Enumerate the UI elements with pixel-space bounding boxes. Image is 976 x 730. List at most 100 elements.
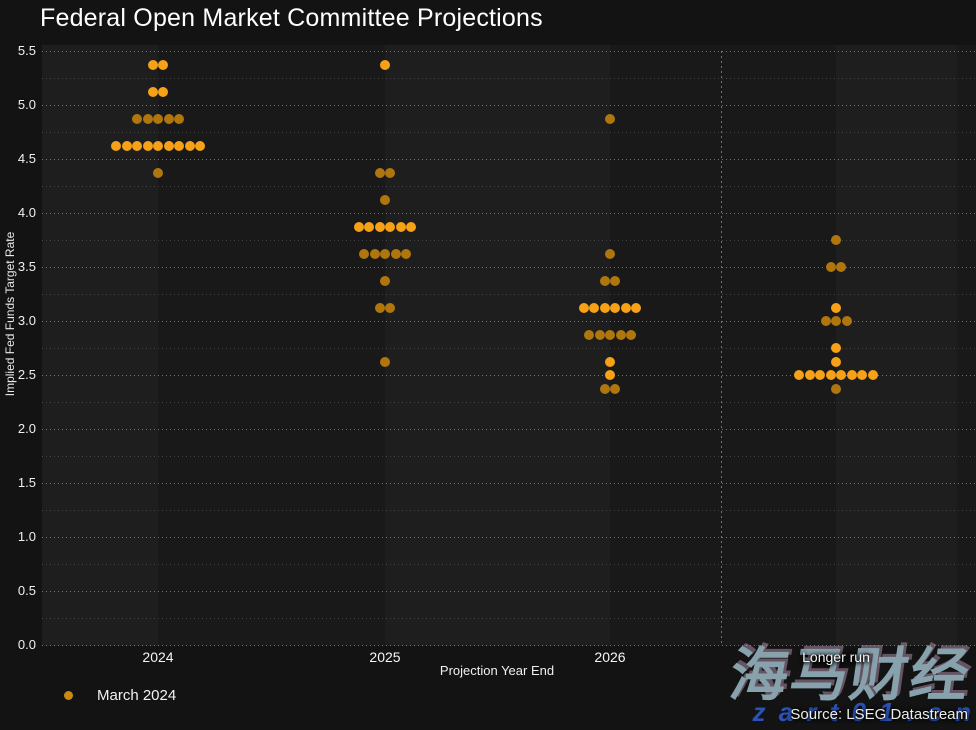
projection-dot <box>820 316 831 326</box>
projection-dot <box>132 140 142 151</box>
projection-dot <box>158 86 169 97</box>
gridline <box>42 321 976 322</box>
projection-dot <box>836 370 847 380</box>
projection-dot <box>385 167 396 178</box>
projection-dot <box>594 329 605 340</box>
projection-dot <box>132 113 142 124</box>
projection-dot <box>195 140 205 151</box>
projection-dot <box>385 302 396 313</box>
projection-dot <box>825 370 836 380</box>
gridline <box>42 294 976 295</box>
projection-dot <box>804 370 815 380</box>
projection-dot <box>390 248 401 259</box>
projection-dot <box>374 167 385 178</box>
projection-dot <box>599 383 610 394</box>
gridline <box>42 159 976 160</box>
projection-dot <box>380 275 390 286</box>
projection-dot <box>584 329 594 340</box>
y-tick-label: 2.5 <box>17 367 36 382</box>
projection-dot <box>163 140 174 151</box>
background-band <box>42 45 158 646</box>
gridline <box>42 375 976 376</box>
chart-title: Federal Open Market Committee Projection… <box>40 4 543 32</box>
projection-dot <box>153 167 163 178</box>
projection-dot <box>831 383 841 394</box>
projection-dot <box>395 221 406 232</box>
y-tick-label: 4.0 <box>17 205 36 220</box>
projection-dot <box>380 194 390 205</box>
projection-dot <box>605 329 615 340</box>
y-tick-label: 1.0 <box>17 529 36 544</box>
projection-dot <box>610 302 621 313</box>
projection-dot <box>174 140 184 151</box>
y-tick-label: 0.5 <box>17 583 36 598</box>
projection-dot <box>815 370 826 380</box>
x-tick-label: Longer run <box>802 649 870 665</box>
gridline <box>42 591 976 592</box>
gridline <box>42 186 976 187</box>
projection-dot <box>153 140 163 151</box>
projection-dot <box>589 302 600 313</box>
projection-dot <box>121 140 132 151</box>
gridline <box>42 483 976 484</box>
projection-dot <box>605 370 615 380</box>
projection-dot <box>369 248 380 259</box>
projection-dot <box>825 262 836 272</box>
background-band <box>610 45 836 646</box>
projection-dot <box>610 275 621 286</box>
projection-dot <box>605 248 615 259</box>
gridline <box>42 348 976 349</box>
gridline <box>42 537 976 538</box>
gridline <box>42 51 976 52</box>
gridline <box>42 429 976 430</box>
projection-dot <box>867 370 878 380</box>
projection-dot <box>380 59 390 70</box>
gridline <box>42 618 976 619</box>
gridline <box>42 510 976 511</box>
y-tick-label: 4.5 <box>17 151 36 166</box>
projection-dot <box>831 235 841 245</box>
projection-dot <box>615 329 626 340</box>
projection-dot <box>605 113 615 124</box>
projection-dot <box>147 86 158 97</box>
projection-dot <box>631 302 642 313</box>
gridline <box>42 267 976 268</box>
y-tick-label: 2.0 <box>17 421 36 436</box>
projection-dot <box>578 302 589 313</box>
projection-dot <box>841 316 852 326</box>
projection-dot <box>794 370 805 380</box>
y-tick-label: 1.5 <box>17 475 36 490</box>
background-band <box>158 45 385 646</box>
gridline <box>42 105 976 106</box>
longer-run-separator <box>721 51 722 645</box>
projection-dot <box>174 113 184 124</box>
projection-dot <box>380 356 390 367</box>
gridline <box>42 564 976 565</box>
projection-dot <box>620 302 631 313</box>
projection-dot <box>599 275 610 286</box>
legend-label: March 2024 <box>97 687 177 704</box>
projection-dot <box>359 248 369 259</box>
projection-dot <box>857 370 868 380</box>
projection-dot <box>364 221 375 232</box>
background-band <box>385 45 610 646</box>
projection-dot <box>831 302 841 313</box>
background-band <box>836 45 957 646</box>
projection-dot <box>111 140 121 151</box>
gridline <box>42 78 976 79</box>
y-tick-label: 5.5 <box>17 43 36 58</box>
projection-dot <box>401 248 411 259</box>
y-tick-label: 5.0 <box>17 97 36 112</box>
projection-dot <box>846 370 857 380</box>
gridline <box>42 132 976 133</box>
gridline <box>42 645 976 646</box>
y-tick-label: 0.0 <box>17 637 36 652</box>
projection-dot <box>605 356 615 367</box>
projection-dot <box>374 302 385 313</box>
x-axis-title: Projection Year End <box>439 663 555 678</box>
projection-dot <box>406 221 417 232</box>
projection-dot <box>142 113 153 124</box>
projection-dot <box>599 302 610 313</box>
projection-dot <box>385 221 396 232</box>
